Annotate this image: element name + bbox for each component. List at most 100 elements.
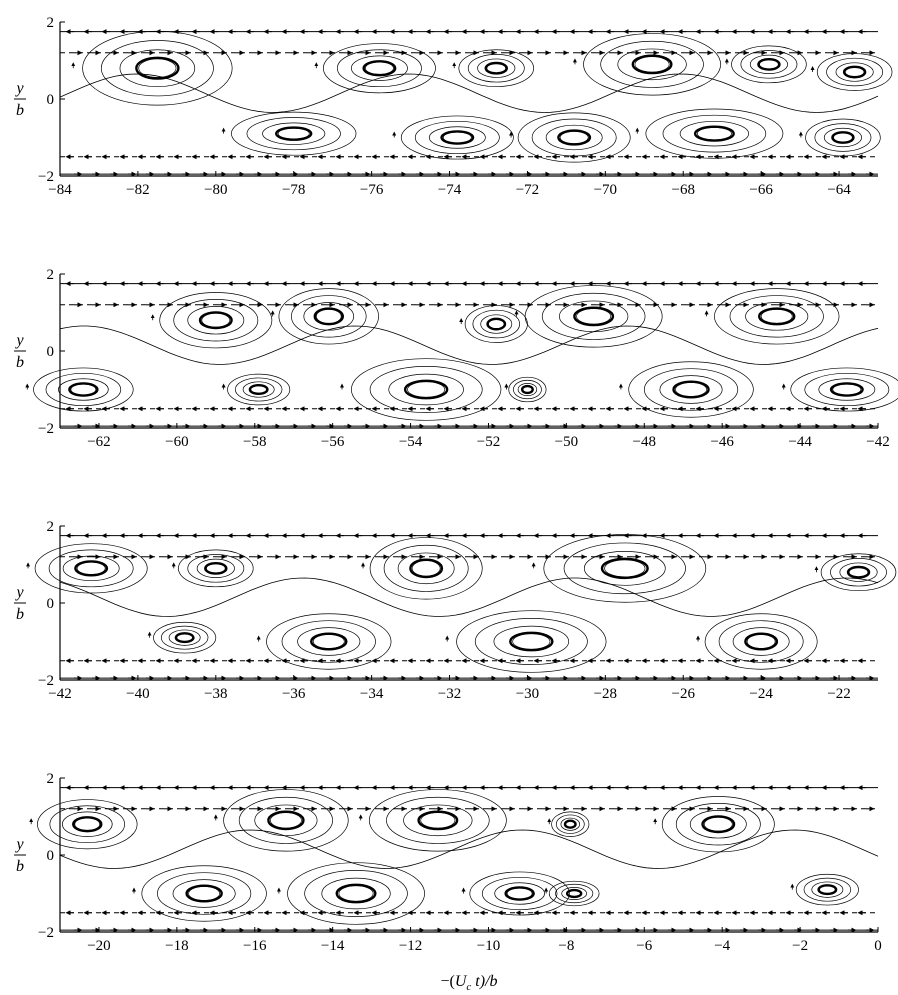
x-tick-label: −2	[792, 938, 808, 954]
y-tick-label: 2	[47, 519, 55, 535]
x-tick-label: −56	[321, 434, 345, 450]
y-axis-label-numerator: y	[14, 836, 24, 853]
vortex-streamline	[714, 289, 839, 344]
vortex	[361, 790, 507, 852]
vortex-streamline	[618, 49, 687, 80]
x-tick-label: −22	[827, 686, 850, 702]
x-tick-label: −64	[827, 182, 851, 198]
vortex-core	[848, 567, 869, 577]
vortex	[637, 109, 783, 158]
y-axis-label-denominator: b	[16, 858, 24, 875]
vortex-core	[745, 634, 777, 650]
y-tick-label: 0	[47, 848, 55, 864]
vortex-streamline	[475, 618, 587, 664]
vortex-streamline	[412, 561, 440, 576]
separatrix	[60, 830, 878, 869]
vortex	[784, 368, 898, 411]
vortex-streamline	[235, 378, 282, 401]
vortex-core	[315, 309, 343, 325]
vortex-streamline	[564, 543, 686, 594]
y-axis-label-denominator: b	[16, 354, 24, 371]
vortex-streamline	[719, 621, 803, 663]
vortex-core	[703, 816, 735, 832]
x-tick-label: −18	[165, 938, 188, 954]
vortex-streamline	[646, 109, 783, 158]
vortex-streamline	[197, 559, 234, 577]
vortex-core	[176, 633, 194, 642]
x-tick-label: −62	[87, 434, 110, 450]
panel-4: −20 −18 −16 −14 −12 −10 −8 −6 −4 −2 0−202yb	[14, 771, 882, 954]
vortex	[273, 289, 379, 344]
vortex-streamline	[819, 379, 875, 401]
vortex-core	[832, 132, 853, 142]
vortex-core	[695, 127, 734, 141]
vortex-streamline	[746, 302, 808, 330]
vortex-streamline	[370, 366, 482, 412]
vortex-streamline	[415, 121, 499, 153]
y-tick-label: 2	[47, 15, 55, 31]
y-tick-label: −2	[38, 673, 54, 689]
vortex-streamline	[384, 545, 468, 591]
vortex-streamline	[279, 289, 379, 344]
vortex-core	[200, 312, 232, 328]
vortex-streamline	[231, 112, 356, 155]
y-axis-label-numerator: y	[14, 80, 24, 97]
vortex-streamline	[339, 886, 373, 901]
vortex	[150, 622, 216, 653]
vortex-streamline	[577, 309, 611, 324]
x-tick-label: −26	[672, 686, 696, 702]
x-tick-label: −58	[243, 434, 266, 450]
vortex-streamline	[804, 878, 851, 901]
x-tick-label: −80	[204, 182, 227, 198]
vortex-streamline	[644, 369, 737, 411]
vortex-streamline	[188, 306, 244, 334]
vortex	[801, 119, 880, 156]
vortex-streamline	[660, 376, 722, 404]
vortex-core	[419, 812, 458, 829]
vortex-streamline	[635, 57, 669, 72]
vortex-streamline	[546, 125, 602, 150]
vortex-core	[633, 56, 672, 73]
vortex-streamline	[120, 50, 195, 87]
vortex-streamline	[690, 810, 746, 838]
x-tick-label: −42	[866, 434, 889, 450]
vortex-core	[759, 309, 794, 325]
vortex-streamline	[178, 550, 253, 587]
vortex-core	[268, 812, 303, 829]
y-tick-label: 0	[47, 92, 55, 108]
vortex	[546, 881, 599, 906]
vortex-core	[337, 885, 376, 902]
y-tick-label: 2	[47, 771, 55, 787]
vortex	[279, 863, 425, 925]
vortex-streamline	[153, 622, 215, 653]
vortex-streamline	[559, 301, 628, 332]
vortex	[707, 289, 839, 344]
vortex	[342, 359, 501, 421]
x-tick-label: −74	[438, 182, 462, 198]
vortex	[517, 286, 663, 348]
vortex-streamline	[34, 368, 134, 411]
vortex-core	[136, 58, 178, 79]
vortex	[447, 611, 606, 673]
vortex-streamline	[351, 56, 407, 81]
vortex-streamline	[323, 44, 435, 93]
vortex-streamline	[542, 293, 645, 339]
vortex-streamline	[465, 306, 527, 343]
vortex-streamline	[605, 560, 646, 577]
vortex-streamline	[509, 377, 546, 402]
x-tick-label: −10	[477, 938, 500, 954]
y-axis-label-numerator: y	[14, 584, 24, 601]
vortex-streamline	[518, 113, 630, 162]
vortex-streamline	[157, 873, 250, 915]
x-tick-label: −6	[636, 938, 652, 954]
vortex-core	[674, 382, 709, 398]
vortex-streamline	[429, 127, 485, 149]
x-tick-label: −8	[558, 938, 574, 954]
vortex-core	[506, 887, 534, 899]
x-tick-label: −46	[710, 434, 734, 450]
vortex-streamline	[63, 556, 119, 581]
vortex	[534, 534, 706, 602]
vortex-streamline	[322, 878, 391, 909]
vortex	[394, 116, 513, 159]
